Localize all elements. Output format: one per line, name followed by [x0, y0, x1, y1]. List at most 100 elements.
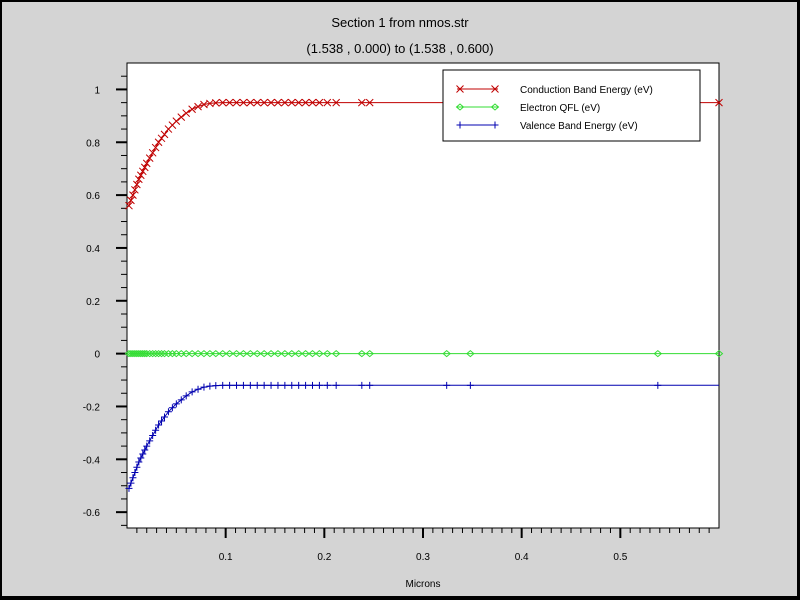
chart-title: Section 1 from nmos.str	[331, 15, 469, 30]
data-point	[137, 454, 145, 462]
data-point	[323, 98, 332, 107]
data-point	[714, 349, 724, 358]
data-point	[194, 385, 202, 393]
data-point	[164, 349, 173, 358]
data-point	[141, 446, 149, 454]
data-point	[323, 381, 331, 389]
data-point	[160, 349, 169, 358]
data-point	[212, 382, 220, 390]
data-point	[288, 381, 296, 389]
legend-label: Electron QFL (eV)	[520, 103, 600, 114]
data-point	[315, 349, 324, 358]
data-point	[146, 437, 154, 445]
data-point	[133, 463, 141, 471]
y-tick-label: 0.2	[86, 297, 100, 308]
data-point	[145, 154, 154, 162]
data-point	[145, 349, 154, 358]
data-point	[154, 349, 163, 358]
data-point	[267, 381, 275, 389]
y-tick-label: -0.4	[83, 455, 101, 466]
data-point	[653, 349, 663, 358]
y-tick-label: 0.6	[86, 191, 100, 202]
y-tick-label: -0.2	[83, 402, 101, 413]
chart-subtitle: (1.538 , 0.000) to (1.538 , 0.600)	[306, 41, 493, 56]
data-point	[127, 196, 135, 205]
x-tick-label: 0.5	[613, 552, 627, 563]
data-point	[315, 98, 324, 107]
x-tick-label: 0.1	[219, 552, 233, 563]
data-point	[154, 138, 163, 147]
x-tick-label: 0.3	[416, 552, 430, 563]
data-point	[246, 381, 254, 389]
y-tick-label: 0.4	[86, 244, 100, 255]
data-point	[466, 381, 474, 389]
data-point	[126, 349, 136, 358]
data-point	[302, 381, 310, 389]
legend-marker	[491, 121, 499, 129]
data-point	[315, 381, 323, 389]
data-point	[172, 117, 181, 125]
data-point	[181, 349, 191, 358]
x-axis-label: Microns	[405, 579, 440, 590]
y-tick-label: 0.8	[86, 138, 100, 149]
x-tick-label: 0.2	[317, 552, 331, 563]
data-point	[177, 396, 185, 404]
data-point	[365, 98, 374, 107]
data-point	[131, 469, 139, 477]
data-point	[129, 474, 137, 482]
data-point	[148, 148, 157, 157]
data-point	[131, 185, 139, 194]
data-point	[182, 392, 190, 400]
data-point	[138, 167, 147, 176]
legend-marker	[455, 103, 465, 111]
data-point	[142, 159, 151, 168]
data-point	[301, 98, 310, 107]
data-point	[274, 98, 282, 107]
data-point	[125, 201, 133, 210]
data-point	[294, 98, 303, 107]
data-point	[287, 98, 296, 107]
data-point	[253, 98, 262, 107]
data-point	[182, 109, 191, 118]
data-point	[188, 105, 196, 114]
data-point	[443, 381, 451, 389]
data-point	[246, 98, 255, 107]
data-point	[187, 349, 197, 358]
series-layer	[124, 98, 724, 492]
data-point	[129, 191, 137, 199]
data-point	[232, 98, 241, 107]
legend-marker	[490, 103, 500, 111]
data-point	[177, 113, 186, 122]
data-point	[715, 98, 723, 107]
y-tick-label: 1	[94, 85, 100, 96]
data-point	[206, 382, 214, 390]
legend: Conduction Band Energy (eV) Electron QFL …	[442, 69, 701, 142]
data-point	[128, 349, 138, 358]
data-point	[135, 458, 143, 466]
data-point	[466, 349, 475, 358]
data-point	[274, 381, 282, 389]
data-point	[267, 98, 275, 107]
data-point	[199, 349, 209, 358]
data-point	[140, 349, 150, 358]
data-point	[168, 349, 177, 358]
data-point	[281, 381, 289, 389]
legend-marker	[491, 85, 499, 93]
x-tick-label: 0.4	[515, 552, 529, 563]
data-point	[323, 349, 332, 358]
data-point	[219, 381, 227, 389]
data-point	[331, 349, 341, 358]
data-point	[239, 98, 248, 107]
data-point	[133, 180, 141, 189]
data-point	[168, 404, 176, 412]
legend-marker	[456, 85, 464, 93]
data-point	[239, 381, 247, 389]
data-point	[358, 381, 366, 389]
data-point	[332, 381, 340, 389]
data-point	[332, 98, 341, 107]
data-point	[308, 381, 316, 389]
data-point	[194, 102, 202, 111]
data-point	[654, 381, 662, 389]
data-point	[176, 349, 186, 358]
